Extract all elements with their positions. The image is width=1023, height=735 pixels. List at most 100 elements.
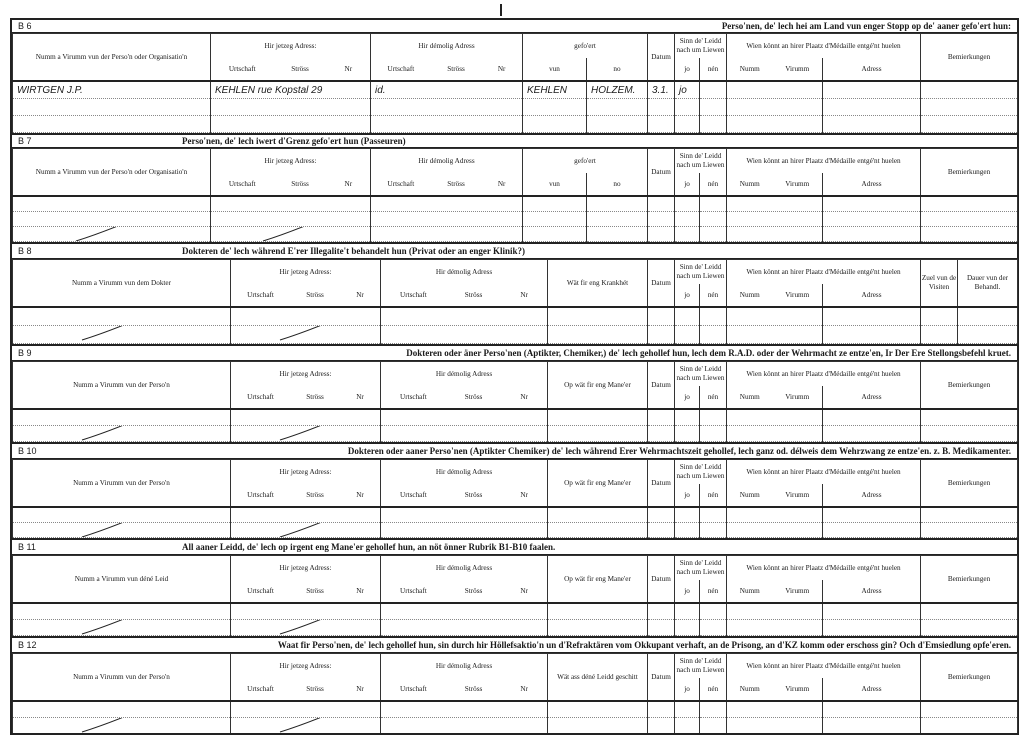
- form-cell[interactable]: [647, 425, 675, 442]
- form-cell[interactable]: [822, 306, 922, 326]
- form-cell[interactable]: [822, 80, 922, 99]
- form-cell[interactable]: [647, 195, 675, 212]
- form-cell[interactable]: [957, 306, 1019, 326]
- form-cell[interactable]: [647, 602, 675, 620]
- form-cell[interactable]: [230, 700, 381, 718]
- form-cell[interactable]: [674, 211, 700, 227]
- form-cell[interactable]: [12, 506, 231, 523]
- form-cell[interactable]: [920, 425, 1019, 442]
- form-cell[interactable]: [380, 306, 548, 326]
- form-cell[interactable]: [586, 195, 648, 212]
- form-cell[interactable]: [522, 115, 587, 133]
- form-cell[interactable]: [586, 211, 648, 227]
- form-cell[interactable]: [647, 211, 675, 227]
- form-cell[interactable]: [586, 115, 648, 133]
- form-cell[interactable]: [674, 522, 700, 538]
- form-cell[interactable]: [12, 425, 231, 442]
- form-cell[interactable]: [647, 408, 675, 426]
- form-cell[interactable]: [674, 619, 700, 636]
- form-cell[interactable]: [12, 211, 211, 227]
- form-cell[interactable]: [380, 522, 548, 538]
- form-cell[interactable]: [822, 506, 922, 523]
- form-cell[interactable]: [698, 211, 728, 227]
- form-cell[interactable]: [647, 522, 675, 538]
- form-cell[interactable]: [726, 425, 824, 442]
- form-cell[interactable]: [370, 226, 523, 242]
- form-cell[interactable]: [674, 425, 700, 442]
- form-cell[interactable]: [12, 306, 231, 326]
- form-cell[interactable]: [547, 425, 648, 442]
- form-cell[interactable]: [12, 522, 231, 538]
- form-cell[interactable]: [726, 211, 824, 227]
- form-cell[interactable]: [370, 98, 523, 116]
- form-cell[interactable]: [586, 226, 648, 242]
- form-cell[interactable]: [230, 522, 381, 538]
- form-cell[interactable]: [12, 602, 231, 620]
- form-cell[interactable]: [380, 602, 548, 620]
- form-cell[interactable]: [726, 619, 824, 636]
- form-cell[interactable]: [698, 98, 728, 116]
- form-cell[interactable]: HOLZEM.: [586, 80, 648, 99]
- form-cell[interactable]: [920, 226, 1019, 242]
- form-cell[interactable]: [726, 700, 824, 718]
- form-cell[interactable]: [726, 325, 824, 344]
- form-cell[interactable]: [726, 98, 824, 116]
- form-cell[interactable]: [920, 80, 1019, 99]
- form-cell[interactable]: [230, 325, 381, 344]
- form-cell[interactable]: 3.1.: [647, 80, 675, 99]
- form-cell[interactable]: [210, 115, 371, 133]
- form-cell[interactable]: [547, 408, 648, 426]
- form-cell[interactable]: [210, 195, 371, 212]
- form-cell[interactable]: [920, 506, 1019, 523]
- form-cell[interactable]: [698, 115, 728, 133]
- form-cell[interactable]: [12, 115, 211, 133]
- form-cell[interactable]: [698, 325, 728, 344]
- form-cell[interactable]: [647, 700, 675, 718]
- form-cell[interactable]: [674, 306, 700, 326]
- form-cell[interactable]: [698, 506, 728, 523]
- form-cell[interactable]: [698, 619, 728, 636]
- form-cell[interactable]: [822, 602, 922, 620]
- form-cell[interactable]: [698, 522, 728, 538]
- form-cell[interactable]: [210, 98, 371, 116]
- form-cell[interactable]: id.: [370, 80, 523, 99]
- form-cell[interactable]: [957, 325, 1019, 344]
- form-cell[interactable]: [726, 226, 824, 242]
- form-cell[interactable]: [12, 325, 231, 344]
- form-cell[interactable]: [698, 226, 728, 242]
- form-cell[interactable]: [370, 211, 523, 227]
- form-cell[interactable]: [674, 115, 700, 133]
- form-cell[interactable]: [822, 408, 922, 426]
- form-cell[interactable]: [822, 226, 922, 242]
- form-cell[interactable]: [822, 195, 922, 212]
- form-cell[interactable]: [822, 700, 922, 718]
- form-cell[interactable]: [210, 226, 371, 242]
- form-cell[interactable]: [230, 506, 381, 523]
- form-cell[interactable]: [586, 98, 648, 116]
- form-cell[interactable]: [674, 325, 700, 344]
- form-cell[interactable]: [547, 522, 648, 538]
- form-cell[interactable]: [726, 115, 824, 133]
- form-cell[interactable]: [822, 425, 922, 442]
- form-cell[interactable]: [698, 425, 728, 442]
- form-cell[interactable]: [12, 700, 231, 718]
- form-cell[interactable]: [370, 195, 523, 212]
- form-cell[interactable]: [920, 98, 1019, 116]
- form-cell[interactable]: [647, 325, 675, 344]
- form-cell[interactable]: WIRTGEN J.P.: [12, 80, 211, 99]
- form-cell[interactable]: [230, 619, 381, 636]
- form-cell[interactable]: [647, 226, 675, 242]
- form-cell[interactable]: [547, 506, 648, 523]
- form-cell[interactable]: [380, 408, 548, 426]
- form-cell[interactable]: [547, 306, 648, 326]
- form-cell[interactable]: [12, 408, 231, 426]
- form-cell[interactable]: [920, 700, 1019, 718]
- form-cell[interactable]: [698, 408, 728, 426]
- form-cell[interactable]: [12, 98, 211, 116]
- form-cell[interactable]: [647, 306, 675, 326]
- form-cell[interactable]: [230, 306, 381, 326]
- form-cell[interactable]: [380, 425, 548, 442]
- form-cell[interactable]: [674, 408, 700, 426]
- form-cell[interactable]: [380, 700, 548, 718]
- form-cell[interactable]: [920, 522, 1019, 538]
